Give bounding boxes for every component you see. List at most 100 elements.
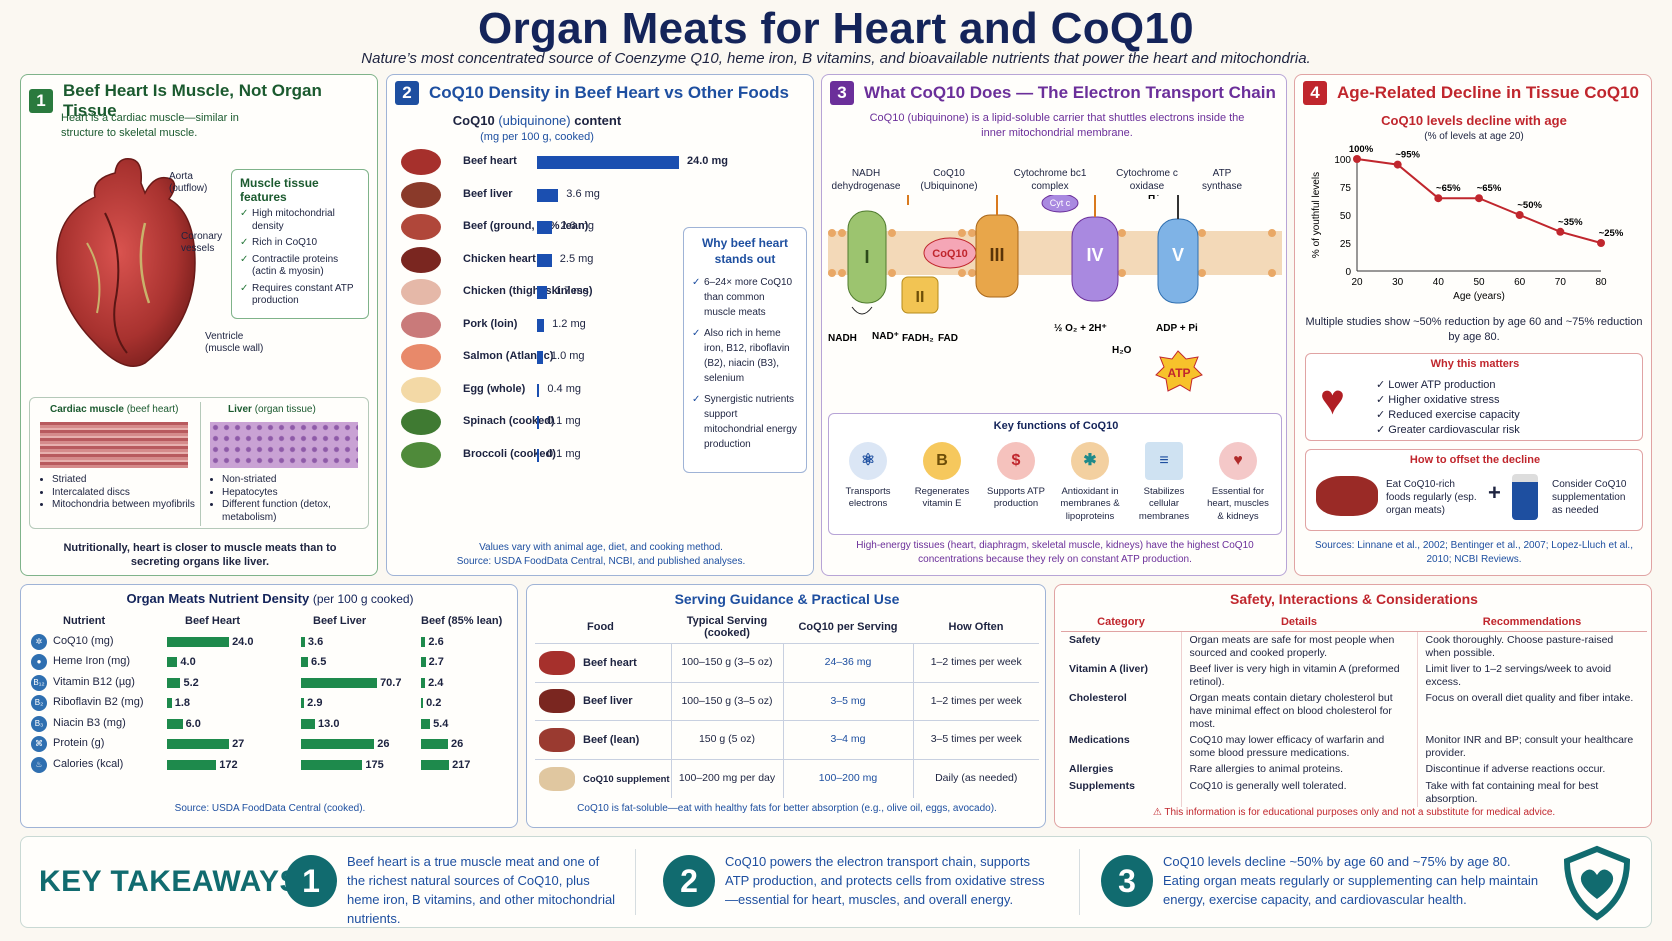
nutrient-bar <box>167 636 229 647</box>
sources: Sources: Linnane et al., 2002; Bentinger… <box>1315 540 1633 565</box>
table-row: B₂ Riboflavin B2 (mg) 1.8 2.9 0.2 <box>29 693 511 714</box>
matters-list: ✓ Lower ATP production ✓ Higher oxidativ… <box>1376 379 1520 436</box>
panel-number: 2 <box>395 81 419 105</box>
data-point <box>1556 227 1565 236</box>
key-takeaways: KEY TAKEAWAYS 1 Beef heart is a true mus… <box>20 836 1652 928</box>
key-functions-box: Key functions of CoQ10 ⚛ Transports elect… <box>828 413 1282 535</box>
food-icon <box>401 246 441 273</box>
panel-header: 2 CoQ10 Density in Beef Heart vs Other F… <box>387 75 813 111</box>
why-item: Also rich in heme iron, B12, riboflavin … <box>692 326 798 386</box>
table-row: Vitamin A (liver) Beef liver is very high… <box>1061 661 1647 691</box>
complex-label: Cytochrome c oxidase <box>1116 168 1178 192</box>
food-icon <box>401 214 441 240</box>
takeaway-text: CoQ10 levels decline ~50% by age 60 and … <box>1163 854 1539 907</box>
bar-value-label: 2.6 mg <box>560 220 595 232</box>
food-icon <box>401 376 441 403</box>
panel-title: CoQ10 Density in Beef Heart vs Other Foo… <box>429 83 789 102</box>
why-title: Why beef heart stands out <box>701 236 788 266</box>
bar <box>537 351 543 364</box>
liver-title: Liver (organ tissue) <box>228 404 316 415</box>
etc-diagram: I II CoQ10 III Cyt c IV V H⁺ NADH NAD⁺ F… <box>828 195 1282 392</box>
key-function: $ Supports ATP production <box>981 442 1051 511</box>
point-label: ~65% <box>1436 183 1461 194</box>
nutrient-bar <box>421 636 426 647</box>
food-icon <box>539 650 575 675</box>
bar-category-label: Egg (whole) <box>463 382 526 395</box>
page-subtitle: Nature’s most concentrated source of Coe… <box>361 50 1311 67</box>
nutrient-bar <box>167 698 172 709</box>
bar-value-label: 24.0 mg <box>687 155 728 167</box>
nutrient-bar <box>301 739 375 750</box>
bar-category-label: Broccoli (cooked) <box>463 447 556 460</box>
table-row: ⌘ Protein (g) 27 26 26 <box>29 734 511 755</box>
complex-label: CoQ10 (Ubiquinone) <box>920 168 978 192</box>
chart-subtitle: (% of levels at age 20) <box>1424 131 1524 142</box>
ventricle-label: Ventricle (muscle wall) <box>205 331 264 354</box>
warning-icon: ⚠ <box>1152 807 1162 818</box>
svg-text:FADH₂: FADH₂ <box>902 333 934 344</box>
takeaway-text: CoQ10 powers the electron transport chai… <box>725 854 1045 907</box>
panel-title: Organ Meats Nutrient Density (per 100 g … <box>126 591 414 606</box>
offset-foods: Eat CoQ10-rich foods regularly (esp. org… <box>1386 479 1477 516</box>
shield-heart-icon <box>1563 845 1631 921</box>
bar-value-label: 1.2 mg <box>552 317 586 330</box>
takeaway-number: 3 <box>1101 855 1153 907</box>
svg-text:½ O₂ + 2H⁺: ½ O₂ + 2H⁺ <box>1054 323 1107 334</box>
panel-header: 3 What CoQ10 Does — The Electron Transpo… <box>822 75 1286 111</box>
y-axis-label: % of youthful levels <box>1311 172 1322 258</box>
svg-text:FAD: FAD <box>938 333 958 344</box>
bar <box>537 253 552 267</box>
nutrient-bar <box>421 739 448 750</box>
data-point <box>1434 194 1443 203</box>
nutrient-table: Nutrient Beef Heart Beef Liver Beef (85%… <box>29 611 511 775</box>
bar <box>537 286 548 299</box>
bar <box>537 221 553 234</box>
panel-serving-guidance: Serving Guidance & Practical Use Food Ty… <box>526 584 1046 828</box>
chart-title: CoQ10 levels decline with age <box>1381 113 1567 128</box>
panel-footer: Values vary with animal age, diet, and c… <box>456 542 746 567</box>
table-row: Allergies Rare allergies to animal protei… <box>1061 761 1647 778</box>
table-row: B₁₂ Vitamin B12 (µg) 5.2 70.7 2.4 <box>29 673 511 694</box>
bar-category-label: Beef heart <box>463 155 517 167</box>
complex-label: ATP synthase <box>1201 168 1243 192</box>
nutrient-icon: B₁₂ <box>31 674 47 691</box>
feature-item: High mitochondrial density <box>240 208 360 233</box>
bar-value-label: 2.5 mg <box>559 252 594 265</box>
data-point <box>1393 160 1402 169</box>
data-point <box>1597 239 1605 247</box>
panel-title: Serving Guidance & Practical Use <box>674 591 900 607</box>
x-tick-label: 20 <box>1351 277 1363 288</box>
heart-icon: ♥ <box>1320 376 1345 423</box>
bar-category-label: Chicken (thigh, skinless) <box>463 285 593 297</box>
point-label: ~25% <box>1599 228 1624 239</box>
bar-category-label: Pork (loin) <box>463 317 518 330</box>
x-tick-label: 60 <box>1514 277 1526 288</box>
bar <box>537 416 539 429</box>
chart-title: CoQ10 (ubiquinone) content <box>452 113 622 128</box>
coronary-label: Coronary vessels <box>181 231 223 254</box>
table-row: Supplements CoQ10 is generally well toler… <box>1061 777 1647 808</box>
feature-item: Rich in CoQ10 <box>240 237 360 250</box>
panel-nutrient-density: Organ Meats Nutrient Density (per 100 g … <box>20 584 518 828</box>
y-tick-label: 100 <box>1334 155 1351 166</box>
plus-sign: + <box>1488 480 1501 505</box>
food-icon <box>401 441 441 468</box>
complex-label: NADH dehydrogenase <box>831 168 901 192</box>
electron-icon: ⚛ <box>849 442 887 480</box>
feature-item: Requires constant ATP production <box>240 283 360 308</box>
cardiac-muscle-image <box>40 422 188 468</box>
panel-number: 1 <box>29 89 53 113</box>
bar <box>537 156 679 169</box>
bar <box>537 188 559 202</box>
table-row: B₃ Niacin B3 (mg) 6.0 13.0 5.4 <box>29 714 511 735</box>
vitamin-e-icon: B <box>923 442 961 480</box>
nutrient-icon: ⌘ <box>31 736 47 753</box>
offset-title: How to offset the decline <box>1409 454 1541 466</box>
table-row: CoQ10 supplement 100–200 mg per day 100–… <box>535 758 1039 798</box>
food-icon <box>401 149 441 175</box>
table-row: Medications CoQ10 may lower efficacy of w… <box>1061 732 1647 762</box>
safety-table: Category Details Recommendations Safety Org… <box>1061 613 1647 808</box>
nutrient-bar <box>301 657 308 668</box>
table-row: ● Heme Iron (mg) 4.0 6.5 2.7 <box>29 652 511 673</box>
food-icon <box>401 311 441 338</box>
